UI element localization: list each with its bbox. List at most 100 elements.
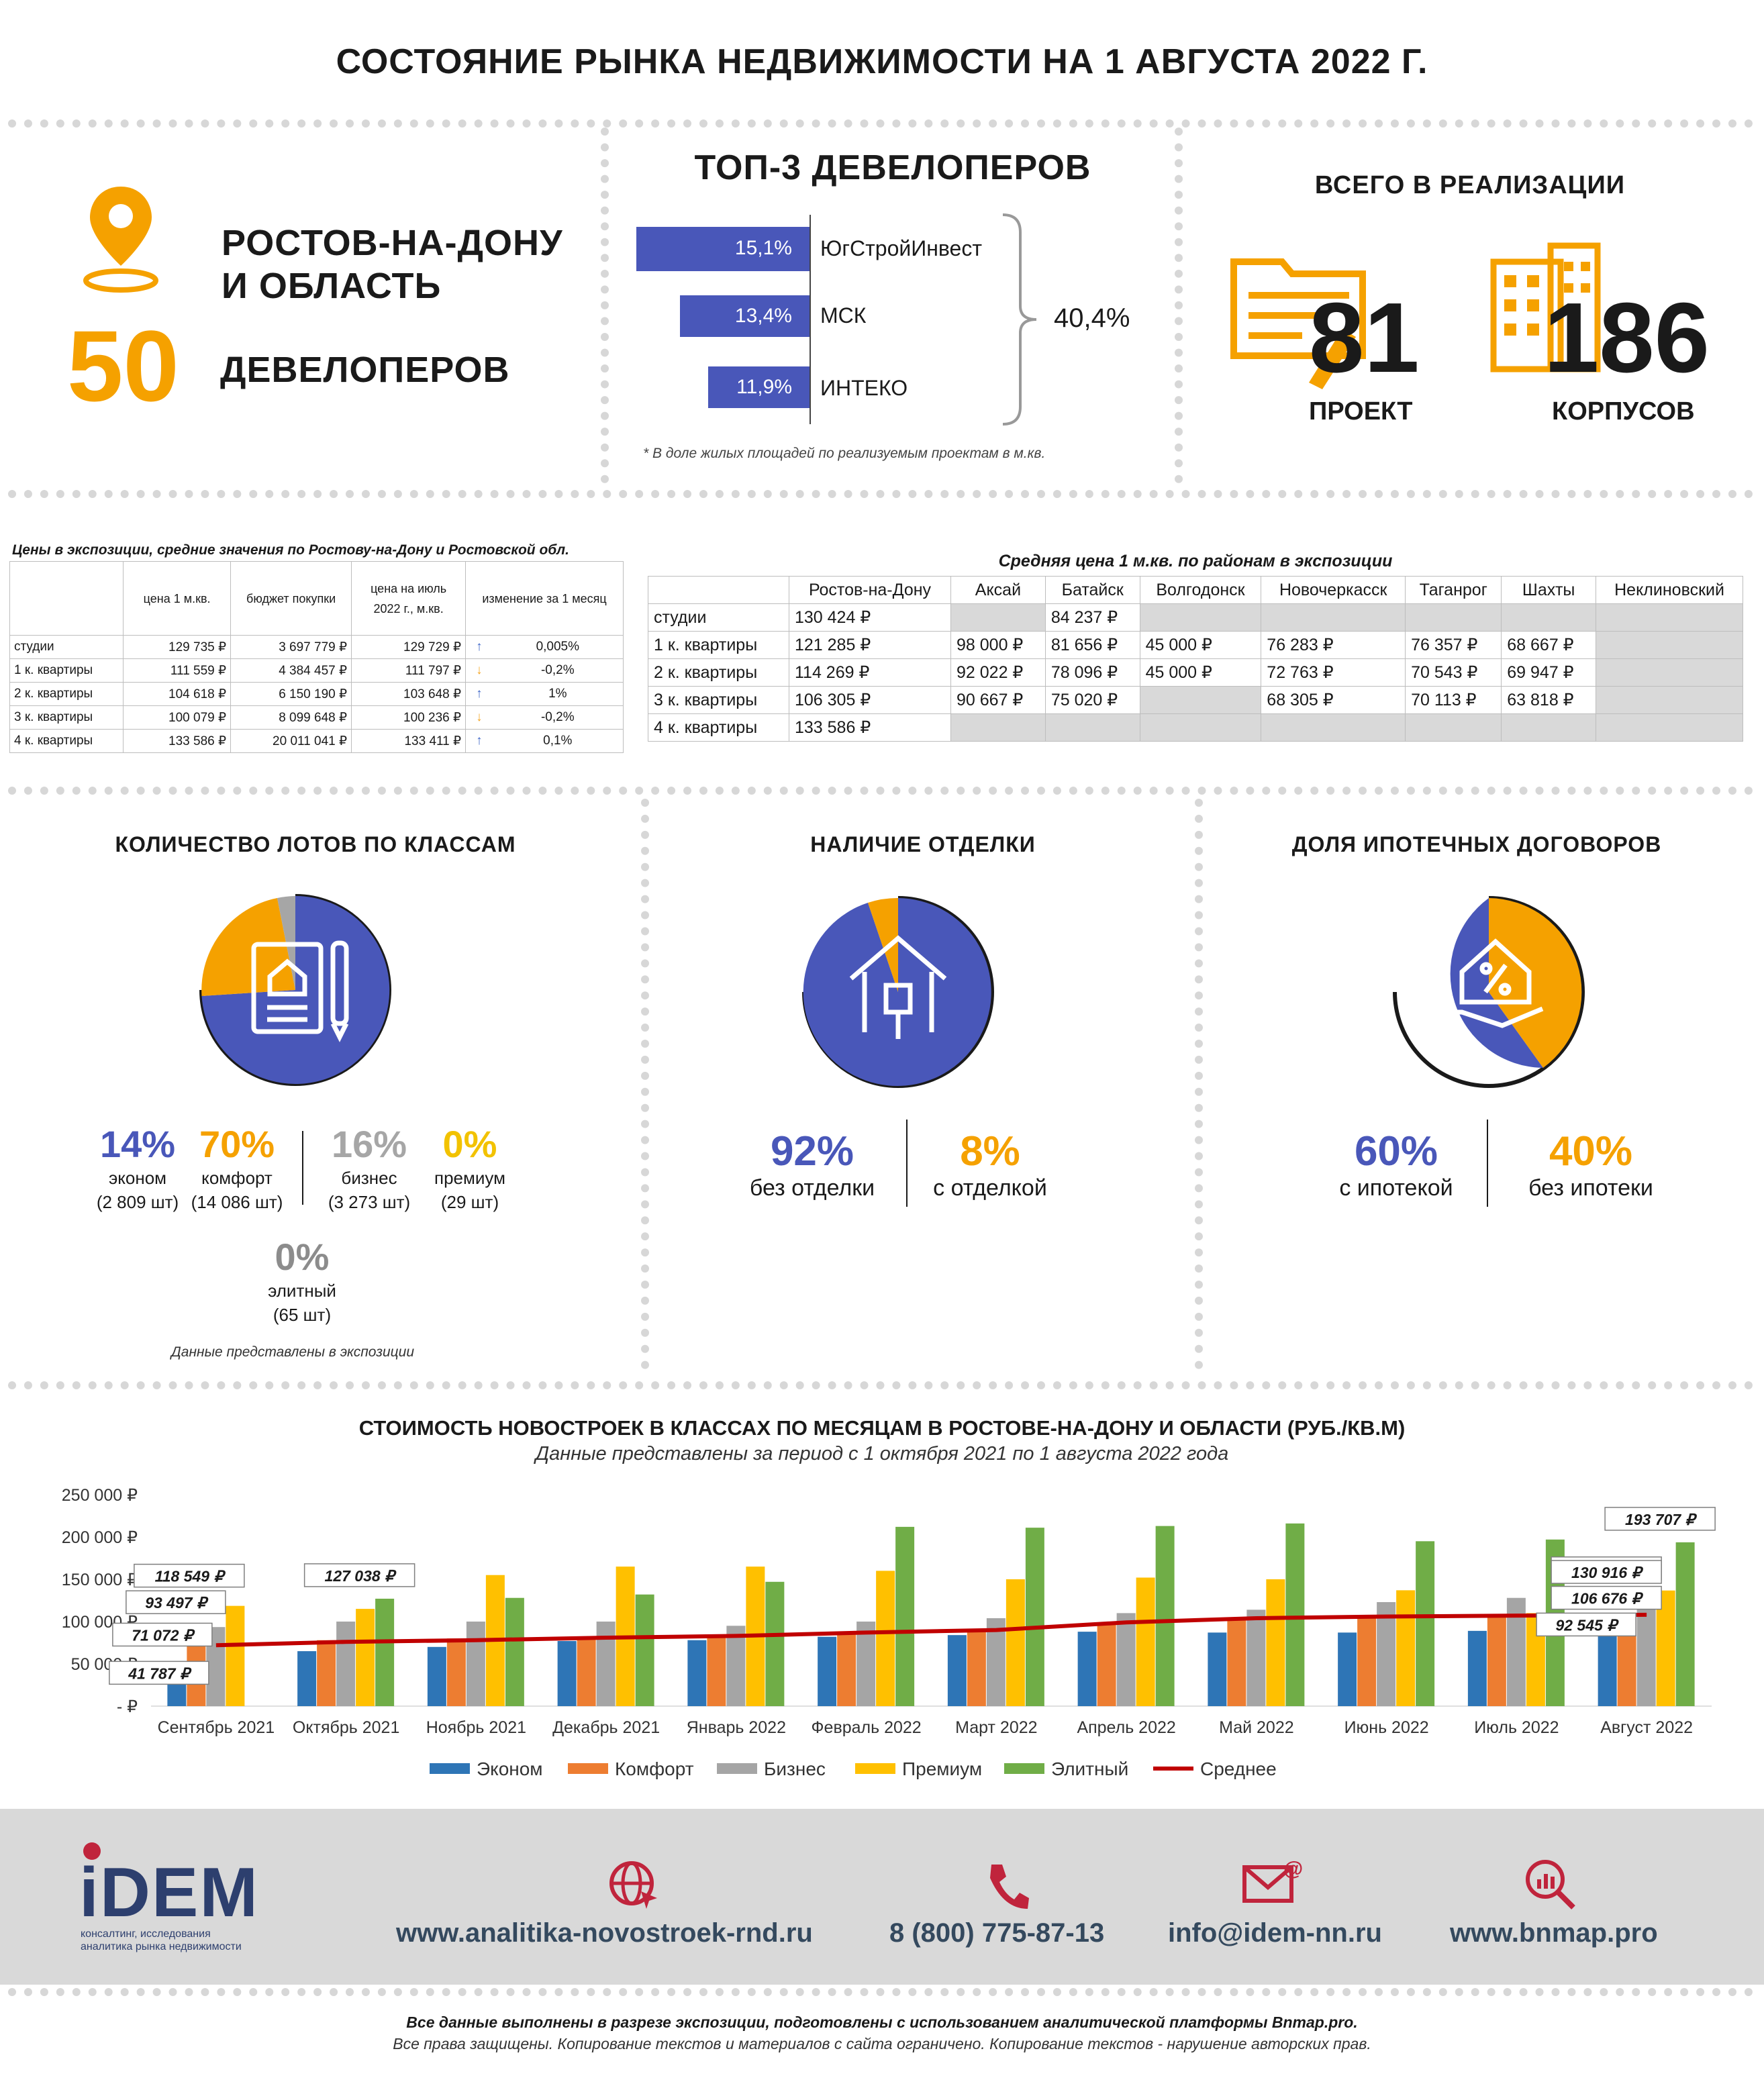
bar-2 xyxy=(837,1633,856,1706)
finish-title: НАЛИЧИЕ ОТДЕЛКИ xyxy=(810,832,1036,856)
x-tick-label: Март 2022 xyxy=(955,1718,1037,1737)
bar-5 xyxy=(1025,1528,1044,1706)
bar-3 xyxy=(466,1622,485,1706)
bar-4 xyxy=(1656,1590,1675,1706)
x-tick-label: Июль 2022 xyxy=(1474,1718,1559,1737)
bar-3 xyxy=(856,1622,876,1706)
bar-5 xyxy=(765,1581,785,1706)
data-label: 130 916 ₽ xyxy=(1571,1564,1644,1581)
bar-1 xyxy=(947,1635,967,1706)
lots-class-economy: 14% эконом (2 809 шт) xyxy=(96,1123,179,1212)
divider xyxy=(8,119,1753,128)
bar-3 xyxy=(596,1622,616,1706)
table-row: 3 к. квартиры 100 079 ₽8 099 648 ₽100 236… xyxy=(9,705,624,730)
globe-cursor-icon xyxy=(609,1861,657,1909)
table-row: 2 к. квартиры 114 269 ₽92 022 ₽78 096 ₽45… xyxy=(648,658,1743,687)
pie-slice-mortgage xyxy=(1450,898,1543,1068)
data-label: 92 545 ₽ xyxy=(1555,1616,1619,1634)
pie-slice-no-mortgage xyxy=(1489,898,1582,1068)
y-tick-label: 150 000 ₽ xyxy=(62,1571,138,1589)
bar-1 xyxy=(1077,1632,1097,1706)
bar-1 xyxy=(1467,1630,1487,1706)
bar-1 xyxy=(818,1636,837,1706)
bnmap-link[interactable]: www.bnmap.pro xyxy=(1450,1918,1658,1948)
bar-5 xyxy=(1416,1541,1435,1706)
top3-share-2: 13,4% xyxy=(734,305,792,327)
search-chart-icon xyxy=(1526,1860,1575,1909)
bar-3 xyxy=(1246,1609,1266,1706)
lots-separator xyxy=(302,1131,303,1205)
finish-without: 92% без отделки xyxy=(749,1128,875,1201)
bar-2 xyxy=(446,1638,466,1706)
data-label-box xyxy=(303,1563,415,1587)
lots-pie xyxy=(199,894,391,1086)
divider xyxy=(1195,799,1203,1369)
data-label-box xyxy=(134,1563,245,1588)
bar-3 xyxy=(726,1626,746,1706)
up-arrow-icon: ↑ xyxy=(465,635,493,659)
legend-swatch xyxy=(1004,1763,1044,1774)
legend-label: Бизнес xyxy=(764,1758,826,1779)
phone-link[interactable]: 8 (800) 775-87-13 xyxy=(889,1918,1105,1948)
top3-total: 40,4% xyxy=(1054,303,1130,333)
table-row: студии 129 735 ₽3 697 779 ₽129 729 ₽ ↑ 0,00… xyxy=(9,635,624,659)
legend-swatch xyxy=(855,1763,895,1774)
pie-slice-finish xyxy=(868,897,898,992)
lots-note: Данные представлены в экспозиции xyxy=(171,1344,415,1360)
price-table: цена 1 м.кв. бюджет покупки цена на июль… xyxy=(9,561,624,753)
data-label-box xyxy=(109,1660,209,1685)
legend-label: Элитный xyxy=(1051,1758,1128,1779)
table-header: цена 1 м.кв. xyxy=(123,561,232,636)
pie-slice-no-finish xyxy=(803,898,991,1086)
table-header: цена на июль 2022 г., м.кв. xyxy=(351,561,467,636)
price-bar-chart: - ₽50 000 ₽100 000 ₽150 000 ₽200 000 ₽25… xyxy=(62,1486,1716,1779)
y-tick-label: 200 000 ₽ xyxy=(62,1528,138,1547)
x-tick-label: Декабрь 2021 xyxy=(552,1718,660,1737)
divider xyxy=(8,490,1753,498)
developer-label: ДЕВЕЛОПЕРОВ xyxy=(220,350,510,390)
bar-5 xyxy=(1155,1526,1175,1706)
top3-bar-1: 15,1% xyxy=(636,227,810,271)
footer-band xyxy=(0,1809,1764,1985)
finish-separator xyxy=(906,1120,908,1207)
mortgage-title: ДОЛЯ ИПОТЕЧНЫХ ДОГОВОРОВ xyxy=(1291,832,1662,856)
data-label-box xyxy=(1551,1585,1662,1610)
top3-bar-2: 13,4% xyxy=(680,295,810,337)
data-label-box xyxy=(112,1622,213,1647)
legend-label: Премиум xyxy=(902,1758,982,1779)
website-link[interactable]: www.analitika-novostroek-rnd.ru xyxy=(396,1918,813,1948)
y-tick-label: 250 000 ₽ xyxy=(62,1486,138,1505)
table-header: бюджет покупки xyxy=(230,561,352,636)
bar-2 xyxy=(707,1635,726,1706)
x-tick-label: Июнь 2022 xyxy=(1344,1718,1429,1737)
top3-name-3: ИНТЕКО xyxy=(820,376,908,400)
top3-bar-3: 11,9% xyxy=(708,366,810,408)
lots-class-elite: 0% элитный (65 шт) xyxy=(268,1236,336,1325)
email-link[interactable]: info@idem-nn.ru xyxy=(1168,1918,1382,1948)
bar-2 xyxy=(577,1638,596,1706)
lots-class-premium: 0% премиум (29 шт) xyxy=(434,1123,505,1212)
bar-4 xyxy=(1136,1577,1155,1706)
bar-3 xyxy=(1116,1613,1136,1706)
legend-label: Среднее xyxy=(1200,1758,1277,1779)
location-pin-icon xyxy=(83,187,158,293)
table-row: 1 к. квартиры 121 285 ₽98 000 ₽81 656 ₽45… xyxy=(648,631,1743,659)
buildings-label: КОРПУСОВ xyxy=(1552,397,1695,426)
bar-4 xyxy=(1396,1590,1416,1706)
developer-count: 50 xyxy=(67,309,179,422)
data-label: 93 497 ₽ xyxy=(145,1594,209,1611)
divider xyxy=(8,1988,1753,1996)
data-label: 127 038 ₽ xyxy=(325,1567,397,1585)
bar-3 xyxy=(986,1618,1006,1706)
table2-caption: Средняя цена 1 м.кв. по районам в экспоз… xyxy=(998,552,1393,570)
projects-label: ПРОЕКТ xyxy=(1309,397,1413,426)
table-row: 2 к. квартиры 104 618 ₽6 150 190 ₽103 648… xyxy=(9,682,624,706)
footer-note2: Все права защищены. Копирование текстов … xyxy=(393,2035,1371,2052)
logo-tagline: консалтинг, исследования аналитика рынка … xyxy=(81,1928,242,1952)
chart-title: СТОИМОСТЬ НОВОСТРОЕК В КЛАССАХ ПО МЕСЯЦА… xyxy=(358,1416,1406,1440)
mortgage-with: 60% с ипотекой xyxy=(1339,1128,1453,1201)
divider xyxy=(8,1381,1753,1389)
email-icon: @ xyxy=(1242,1858,1302,1903)
data-label: 41 787 ₽ xyxy=(128,1665,192,1682)
bar-3 xyxy=(336,1622,356,1706)
